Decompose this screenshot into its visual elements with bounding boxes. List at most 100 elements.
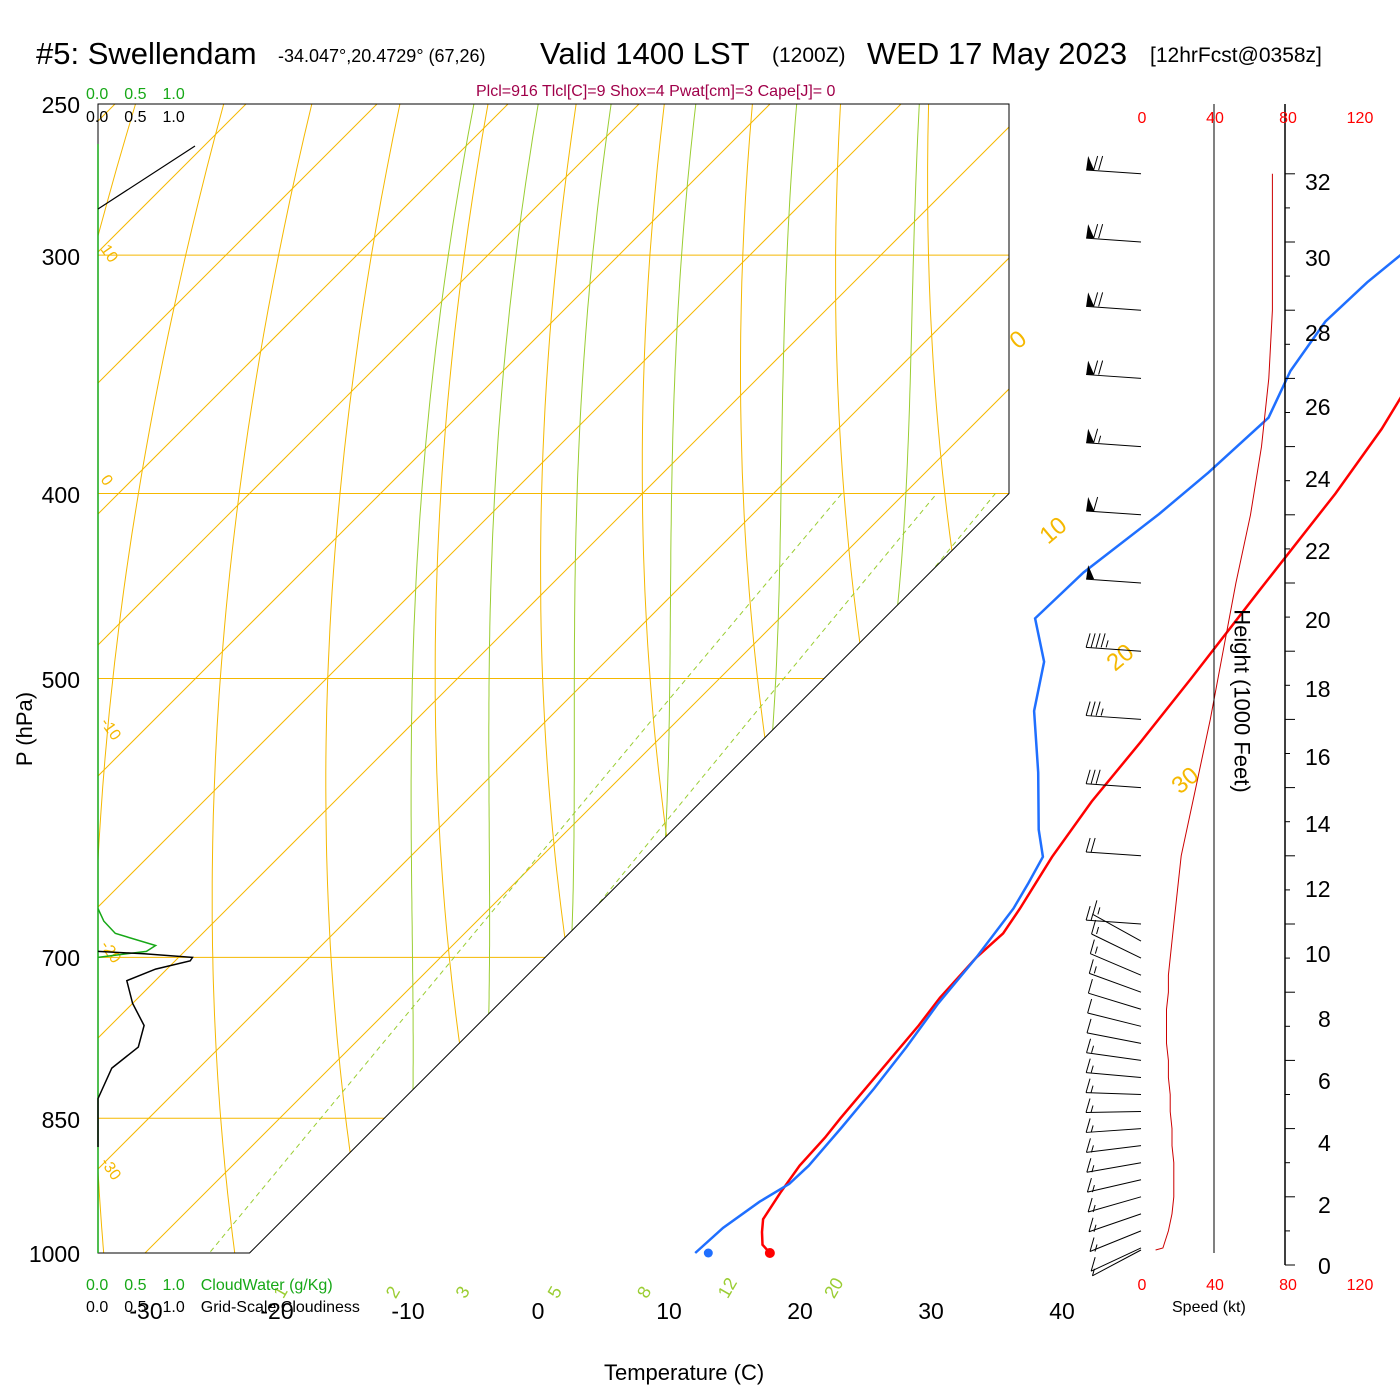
wind-barb-flag [1087,1197,1093,1213]
wind-barb-staff [1091,933,1142,959]
wind-barb-flag [1093,292,1099,307]
height-tick-26: 26 [1305,394,1331,420]
wind-barb-flag [1095,701,1101,716]
wind-barb-flag [1098,292,1104,307]
wind-barb-flag [1093,224,1099,239]
wind-barb-half-flag [1093,966,1097,974]
wind-barb-flag [1090,1257,1096,1272]
pressure-tick-250: 250 [41,92,80,118]
temp-tick-20: 20 [787,1298,813,1324]
pressure-tick-500: 500 [41,667,80,693]
mixing-ratio-extra [175,493,843,1253]
cloudwater-bottom-ticks: 0.0 0.5 1.0 CloudWater (g/Kg) [86,1277,333,1294]
temp-tick-30: 30 [918,1298,944,1324]
height-axis-title: Height (1000 Feet) [1229,609,1255,793]
wind-barb-staff [1086,578,1142,584]
height-tick-16: 16 [1305,744,1331,770]
pressure-tick-850: 850 [41,1107,80,1133]
wind-barb-flag [1085,1118,1091,1133]
valid-time: Valid 1400 LST [540,36,750,71]
wind-barb-staff [1086,919,1142,925]
valid-date: WED 17 May 2023 [867,36,1128,71]
dry-adiabat-370 [1365,70,1400,1293]
dry-adiabat-280 [540,104,640,1253]
wind-barb-flag [1098,224,1104,239]
moist-adiabat-20 [799,104,1009,1253]
wind-barbs [1085,155,1273,1277]
height-tick-24: 24 [1305,466,1331,492]
wind-barb-flag [1085,1098,1091,1113]
dry-adiabat-320 [927,104,1009,1253]
height-tick-12: 12 [1305,876,1331,902]
pressure-tick-700: 700 [41,945,80,971]
wind-barb-flag [1090,837,1096,853]
wind-barb-staff [1086,1072,1142,1078]
dry-adiabat-label: 30 [1167,762,1205,800]
wind-barb-staff [1089,1230,1142,1252]
height-tick-20: 20 [1305,607,1331,633]
wind-barb-flag [1095,769,1101,784]
wind-barb-pennant [1086,428,1095,443]
wind-barb-staff [1086,374,1142,379]
temp-tick-m30: -30 [129,1298,163,1324]
wind-barb-half-flag [1090,1125,1094,1133]
height-tick-0: 0 [1318,1253,1331,1279]
wind-barb-staff [1086,305,1142,311]
wind-barb-pennant [1086,155,1095,170]
dry-adiabat-300 [740,104,905,1253]
wind-barb-flag [1100,633,1106,648]
wind-barb-flag [1086,1158,1092,1173]
wind-barb-flag [1085,1058,1091,1073]
wind-barb-staff [1090,953,1142,976]
speed-bottom-tick-0: 0 [1137,1277,1147,1294]
station-title: #5: Swellendam [36,36,257,71]
wind-barb-half-flag [1091,1165,1095,1173]
cloud-side-panel [97,144,196,1253]
wind-barb-pennant [1086,292,1095,307]
isobar-lines [98,104,1009,1253]
wind-barb-staff [1086,783,1142,789]
wind-barb-flag [1087,979,1093,994]
mixing-ratio-5 [555,493,1009,1253]
mixing-ratio-extra [688,493,1009,1253]
wind-barb-flag [1085,1138,1091,1153]
dry-adiabat-310 [835,104,1009,1253]
wind-barb-staff [1090,1247,1142,1272]
wind-barb-flag [1090,633,1096,648]
wind-barb-staff [1086,646,1142,652]
height-tick-32: 32 [1305,169,1331,195]
height-tick-28: 28 [1305,320,1331,346]
cloudiness-bottom-ticks: 0.0 0.5 1.0 Grid-Scale Cloudiness [86,1299,360,1316]
cloudiness-profile [97,950,194,1147]
wind-barb-half-flag [1098,435,1102,443]
dry-adiabat-270 [434,104,507,1253]
wind-barb-pennant [1086,360,1095,375]
wind-barb-flag [1085,769,1091,784]
isotherm--80 [98,104,640,1253]
wind-barb-half-flag [1090,1105,1094,1113]
temp-tick-40: 40 [1049,1298,1075,1324]
forecast-info: [12hrFcst@0358z] [1150,44,1322,67]
surface-temperature-marker [764,1248,775,1258]
wind-barb-half-flag [1093,1224,1097,1232]
mixing-ratio-8 [644,493,1009,1253]
height-tick-6: 6 [1318,1068,1331,1094]
height-tick-10: 10 [1305,941,1331,967]
cloudiness-top-ticks: 0.0 0.5 1.0 [86,109,185,126]
temp-tick-0: 0 [531,1298,545,1324]
wind-barb-staff [1088,1213,1142,1233]
wind-barb-staff [1087,1196,1142,1213]
wind-barb-flag [1092,900,1098,915]
wind-barb-flag [1086,1038,1092,1053]
temperature-profile [760,396,1400,1254]
isotherm-label: -30 [97,1155,124,1184]
dry-adiabat-250 [211,104,321,1253]
wind-barb-half-flag [1090,1145,1094,1153]
dry-adiabat-label: 10 [1035,512,1073,550]
mixing-ratio-extra [771,493,1009,1253]
isotherm--30 [144,104,1009,1253]
wind-barb-staff [1089,972,1142,993]
wind-barb-flag [1090,769,1096,784]
temperature-axis-title: Temperature (C) [604,1360,765,1385]
